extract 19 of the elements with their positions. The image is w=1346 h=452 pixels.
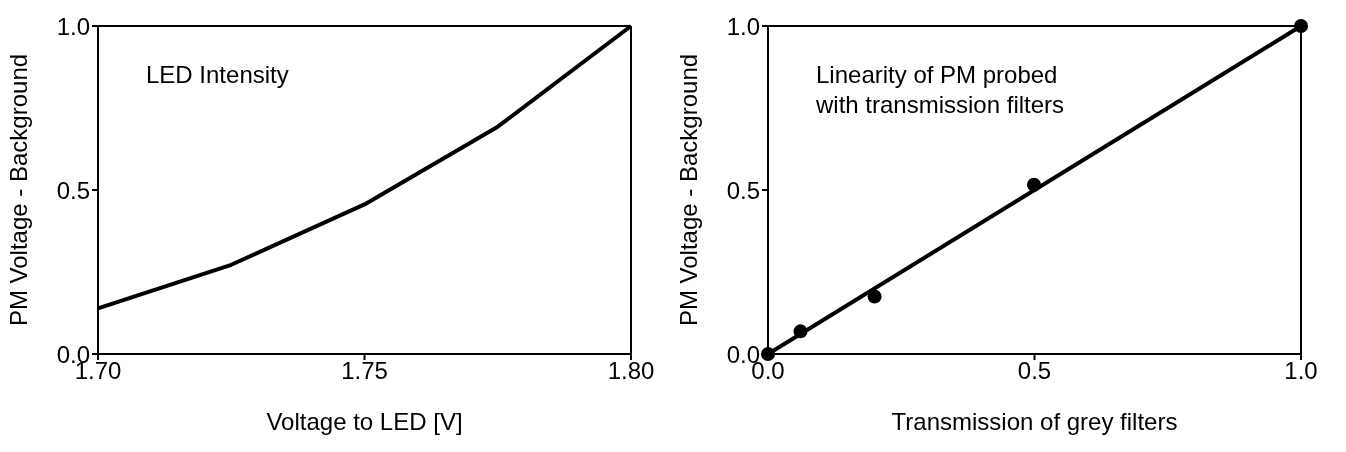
x-tick-label: 1.75 bbox=[341, 357, 388, 385]
y-tick-label: 0.5 bbox=[726, 176, 760, 204]
x-axis-title: Transmission of grey filters bbox=[891, 408, 1178, 435]
y-axis-title: PM Voltage - Background bbox=[4, 53, 32, 327]
x-tick-label: 0.5 bbox=[1017, 357, 1052, 385]
x-tick-label: 1.0 bbox=[1284, 357, 1318, 385]
y-tick-label: 1.0 bbox=[56, 12, 90, 40]
point bbox=[761, 347, 775, 361]
point bbox=[1026, 177, 1041, 192]
point bbox=[1294, 19, 1308, 33]
point bbox=[793, 324, 808, 339]
y-tick-label: 0.5 bbox=[56, 176, 90, 204]
annotation: Linearity of PM probed with transmission filters bbox=[816, 60, 1066, 120]
y-axis-title: PM Voltage - Background bbox=[674, 53, 702, 327]
annotation: LED Intensity bbox=[146, 60, 290, 90]
x-axis-title: Voltage to LED [V] bbox=[266, 408, 463, 435]
y-tick-label: 1.0 bbox=[726, 12, 760, 40]
point bbox=[867, 289, 882, 304]
x-tick-label: 1.80 bbox=[607, 357, 655, 385]
